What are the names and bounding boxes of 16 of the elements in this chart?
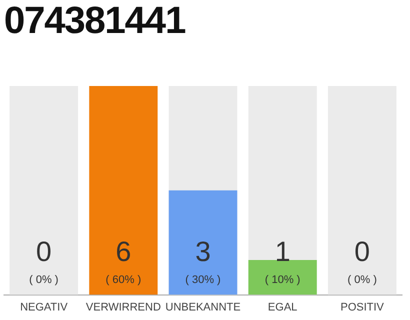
data-label: 0 [354, 236, 370, 267]
data-label: 1 [274, 236, 290, 267]
x-tick-label: POSITIV [340, 301, 385, 314]
data-label: 3 [195, 236, 211, 267]
annotation: ( 60% ) [106, 274, 142, 286]
x-tick-label: EGAL [268, 301, 298, 314]
data-label: 0 [36, 236, 52, 267]
x-tick-label: UNBEKANNTE [165, 301, 241, 314]
annotation: ( 30% ) [185, 274, 221, 286]
annotation: ( 0% ) [29, 274, 58, 286]
x-tick-label: NEGATIV [20, 301, 68, 314]
x-tick-label: VERWIRREND [86, 301, 161, 314]
annotation: ( 0% ) [348, 274, 377, 286]
chart-title: 074381441 [4, 0, 186, 43]
data-label: 6 [116, 236, 132, 267]
annotation: ( 10% ) [264, 274, 300, 286]
